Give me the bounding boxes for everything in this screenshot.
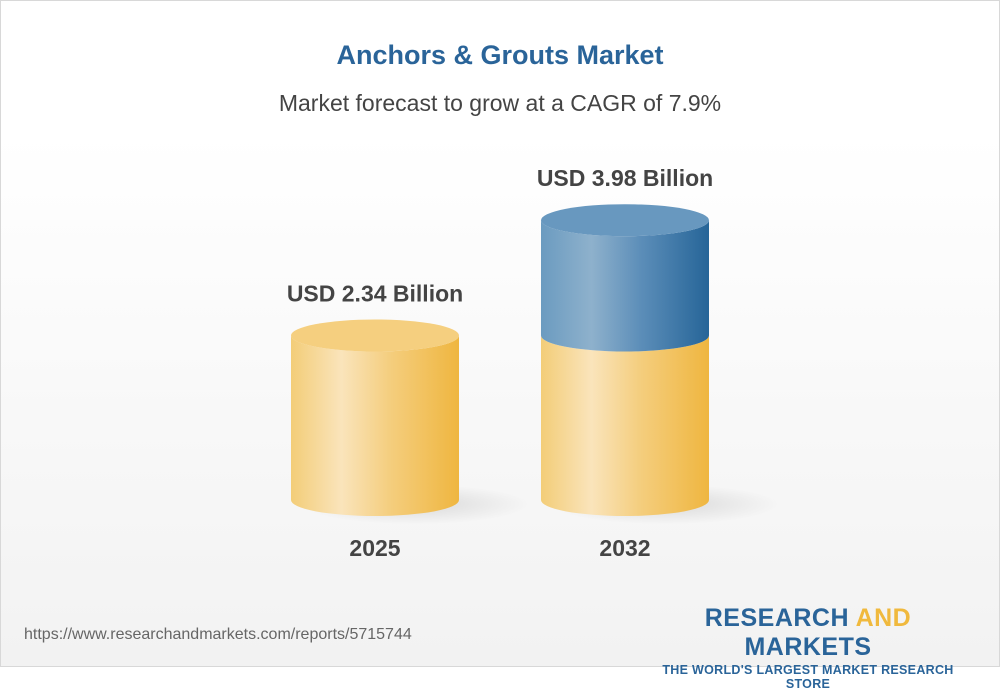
bar-2032-growth — [541, 220, 709, 352]
chart-area: USD 2.34 Billion 2025 USD 3.98 Billion 2032 — [287, 165, 779, 561]
data-label: USD 2.34 Billion — [287, 280, 463, 306]
bar-2032-base — [541, 335, 709, 516]
logo-tagline: THE WORLD'S LARGEST MARKET RESEARCH STOR… — [662, 663, 954, 691]
data-label: USD 3.98 Billion — [537, 165, 713, 191]
chart-title: Anchors & Grouts Market — [336, 40, 664, 70]
logo: RESEARCH AND MARKETS THE WORLD'S LARGEST… — [640, 604, 976, 691]
bar-2025 — [291, 335, 459, 516]
bar-top-2025 — [291, 319, 459, 352]
category-label: 2032 — [599, 535, 650, 561]
chart-subtitle: Market forecast to grow at a CAGR of 7.9… — [278, 90, 722, 116]
bar-top-2032 — [541, 204, 709, 237]
category-label: 2025 — [349, 535, 400, 561]
source-url[interactable]: https://www.researchandmarkets.com/repor… — [24, 626, 412, 643]
